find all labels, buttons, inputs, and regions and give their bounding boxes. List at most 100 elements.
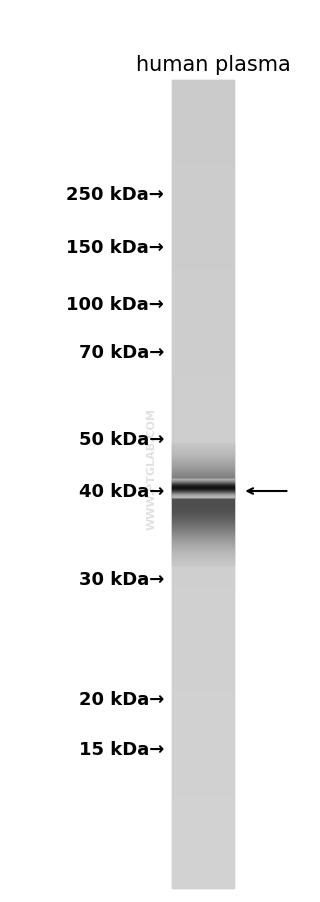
Bar xyxy=(172,644,234,646)
Bar xyxy=(172,832,234,834)
Text: 250 kDa→: 250 kDa→ xyxy=(66,186,164,204)
Bar xyxy=(172,584,234,587)
Bar xyxy=(172,649,234,651)
Bar xyxy=(172,749,234,751)
Bar xyxy=(172,511,234,514)
Bar xyxy=(172,803,234,805)
Bar xyxy=(172,382,234,385)
Bar xyxy=(172,620,234,622)
Bar xyxy=(172,361,234,364)
Bar xyxy=(172,875,234,878)
Bar xyxy=(172,152,234,154)
Bar xyxy=(172,829,234,832)
Bar xyxy=(172,410,234,412)
Bar xyxy=(172,533,234,536)
Bar xyxy=(172,492,234,495)
Bar xyxy=(172,323,234,326)
Bar xyxy=(172,805,234,807)
Bar xyxy=(172,883,234,886)
Bar xyxy=(172,601,234,603)
Bar xyxy=(172,659,234,662)
Bar xyxy=(172,270,234,272)
Bar xyxy=(172,447,234,450)
Bar xyxy=(172,560,234,563)
Bar xyxy=(172,853,234,856)
Bar xyxy=(172,741,234,743)
Bar xyxy=(172,692,234,695)
Bar xyxy=(172,848,234,851)
Bar xyxy=(172,697,234,700)
Bar xyxy=(172,355,234,358)
Text: 150 kDa→: 150 kDa→ xyxy=(66,239,164,257)
Bar xyxy=(172,127,234,130)
Bar xyxy=(172,326,234,328)
Bar xyxy=(172,141,234,143)
Bar xyxy=(172,393,234,396)
Bar xyxy=(172,730,234,732)
Bar xyxy=(172,719,234,722)
Bar xyxy=(172,808,234,810)
Bar xyxy=(172,676,234,678)
Bar xyxy=(172,464,234,466)
Bar xyxy=(172,738,234,741)
Bar xyxy=(172,240,234,243)
Bar xyxy=(172,563,234,566)
Bar xyxy=(172,840,234,842)
Bar xyxy=(172,334,234,336)
Bar xyxy=(172,818,234,821)
Bar xyxy=(172,431,234,434)
Bar xyxy=(172,867,234,870)
Bar xyxy=(172,630,234,633)
Bar xyxy=(172,106,234,108)
Bar xyxy=(172,87,234,89)
Bar xyxy=(172,412,234,415)
Bar xyxy=(172,678,234,681)
Bar xyxy=(172,743,234,746)
Bar xyxy=(172,681,234,684)
Bar xyxy=(172,114,234,116)
Bar xyxy=(172,651,234,654)
Bar xyxy=(172,466,234,469)
Bar xyxy=(172,84,234,87)
Bar xyxy=(172,773,234,776)
Bar xyxy=(172,226,234,229)
Bar xyxy=(172,216,234,218)
Bar xyxy=(172,776,234,778)
Bar xyxy=(172,108,234,111)
Bar xyxy=(172,450,234,453)
Bar xyxy=(172,633,234,636)
Bar xyxy=(172,453,234,456)
Bar xyxy=(172,770,234,773)
Bar xyxy=(172,477,234,480)
Bar xyxy=(172,316,234,318)
Bar xyxy=(172,842,234,845)
Bar xyxy=(172,100,234,103)
Bar xyxy=(172,498,234,501)
Bar xyxy=(172,138,234,141)
Bar xyxy=(172,792,234,795)
Bar xyxy=(172,205,234,207)
Bar xyxy=(172,870,234,872)
Bar xyxy=(172,768,234,770)
Bar xyxy=(172,385,234,388)
Bar xyxy=(172,483,234,484)
Bar xyxy=(172,472,234,474)
Bar xyxy=(172,302,234,305)
Text: 15 kDa→: 15 kDa→ xyxy=(79,741,164,759)
Bar xyxy=(172,399,234,401)
Bar xyxy=(172,130,234,133)
Bar xyxy=(172,345,234,347)
Bar xyxy=(172,162,234,164)
Bar xyxy=(172,514,234,517)
Bar xyxy=(172,746,234,749)
Bar xyxy=(172,639,234,641)
Bar xyxy=(172,434,234,437)
Bar xyxy=(172,415,234,418)
Bar xyxy=(172,445,234,447)
Bar xyxy=(172,716,234,719)
Bar xyxy=(172,549,234,552)
Bar xyxy=(172,308,234,310)
Bar xyxy=(172,213,234,216)
Text: human plasma: human plasma xyxy=(136,55,291,75)
Bar xyxy=(172,886,234,888)
